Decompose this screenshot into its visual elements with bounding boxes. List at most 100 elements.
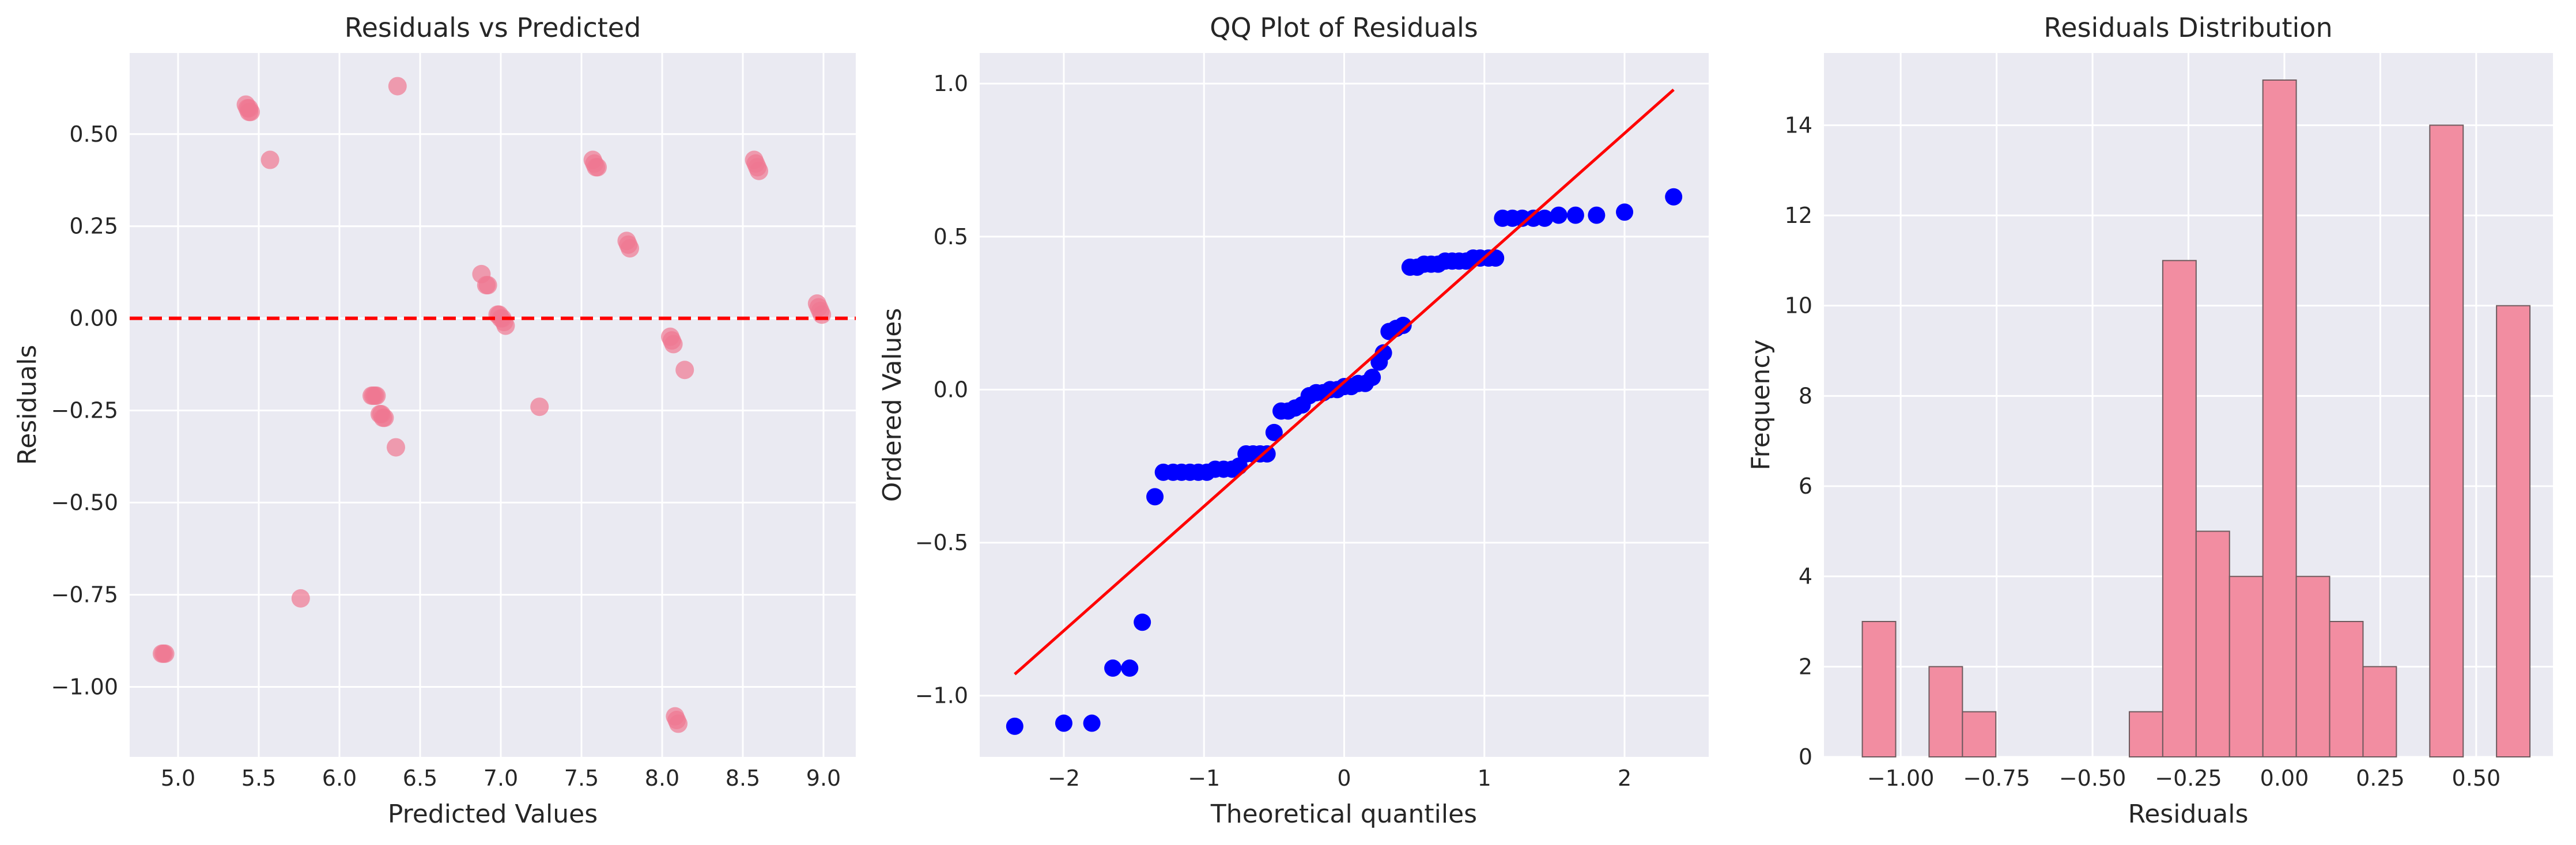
- scatter-point: [388, 77, 407, 96]
- qq-point: [1265, 423, 1283, 441]
- x-tick-label: −1.00: [1867, 766, 1934, 791]
- x-tick-label: 8.0: [645, 766, 679, 791]
- x-tick-label: 6.5: [403, 766, 437, 791]
- x-tick-label: 5.5: [241, 766, 276, 791]
- scatter-point: [260, 150, 279, 169]
- qq-point: [1394, 316, 1412, 334]
- x-axis-label: Theoretical quantiles: [1210, 799, 1477, 829]
- y-tick-label: −0.75: [51, 582, 118, 607]
- scatter-point: [750, 161, 768, 180]
- qq-point: [1121, 659, 1139, 677]
- x-tick-label: 0: [1337, 766, 1351, 791]
- x-tick-label: −0.50: [2059, 766, 2126, 791]
- y-tick-label: 0: [1799, 744, 1812, 770]
- y-tick-label: 0.0: [934, 377, 968, 402]
- x-tick-label: −0.75: [1963, 766, 2030, 791]
- scatter-point: [530, 397, 549, 416]
- y-tick-label: 8: [1799, 383, 1812, 408]
- qq-point: [1055, 714, 1072, 732]
- qq-reference-line: [1014, 88, 1675, 676]
- qq-point: [1665, 188, 1683, 206]
- x-tick-label: 9.0: [806, 766, 841, 791]
- chart-title: Residuals Distribution: [2044, 12, 2332, 43]
- histogram-bar: [1861, 621, 1897, 757]
- qq-point: [1616, 203, 1634, 221]
- x-tick-label: 0.25: [2356, 766, 2405, 791]
- x-tick-label: 1: [1478, 766, 1491, 791]
- qq-plot-panel: −2 −1 0 1 2 −1.0 −0.5 0.0 0.5 1.0 QQ Plot of Resi…: [878, 12, 1709, 829]
- y-tick-label: −0.5: [915, 530, 968, 555]
- histogram-bar: [2228, 575, 2264, 758]
- tick-labels: −1.00 −0.75 −0.50 −0.25 0.00 0.25 0.50 0 2 4 6 8 10 1…: [1785, 112, 2501, 791]
- scatter-point: [478, 276, 497, 295]
- scatter-point: [621, 239, 639, 258]
- y-tick-label: −1.0: [915, 683, 968, 708]
- y-tick-label: 4: [1799, 564, 1812, 589]
- scatter-point: [675, 361, 694, 380]
- x-tick-label: 0.00: [2260, 766, 2309, 791]
- histogram-bar: [2329, 621, 2364, 757]
- scatter-point: [664, 335, 683, 354]
- scatter-point: [367, 386, 386, 406]
- x-axis-label: Residuals: [2128, 799, 2249, 829]
- x-tick-label: −0.25: [2155, 766, 2222, 791]
- histogram-bar: [1928, 666, 1963, 758]
- qq-point: [1566, 206, 1584, 224]
- histogram-bar: [2362, 666, 2397, 758]
- x-tick-label: 6.0: [322, 766, 357, 791]
- qq-point: [1083, 714, 1101, 732]
- marks: [130, 77, 856, 733]
- y-tick-label: −0.25: [51, 398, 118, 423]
- y-tick-label: 2: [1799, 654, 1812, 679]
- qq-point: [1104, 659, 1122, 677]
- y-tick-label: 10: [1785, 293, 1812, 319]
- y-tick-label: −1.00: [51, 674, 118, 699]
- marks: [1006, 88, 1683, 735]
- qq-point: [1588, 206, 1606, 224]
- y-tick-label: 12: [1785, 203, 1812, 228]
- qq-point: [1146, 488, 1164, 506]
- qq-point: [1258, 445, 1276, 463]
- x-tick-label: −2: [1048, 766, 1080, 791]
- scatter-point: [375, 408, 394, 427]
- grid: [980, 53, 1709, 757]
- scatter-point: [291, 589, 310, 608]
- qq-point: [1374, 344, 1392, 362]
- y-tick-label: 0.5: [934, 224, 968, 249]
- histogram-bar: [2429, 124, 2464, 757]
- y-tick-label: −0.50: [51, 490, 118, 516]
- y-tick-label: 1.0: [934, 71, 968, 96]
- y-axis-label: Ordered Values: [878, 308, 907, 502]
- histogram-bar: [2128, 711, 2163, 757]
- y-tick-label: 0.50: [69, 122, 118, 147]
- scatter-point: [669, 714, 688, 733]
- tick-labels: 5.0 5.5 6.0 6.5 7.0 7.5 8.0 8.5 9.0 −1.00 −0.75 −0.…: [51, 122, 841, 791]
- y-tick-label: 14: [1785, 112, 1812, 138]
- x-tick-label: 0.50: [2452, 766, 2501, 791]
- histogram-bar: [2162, 260, 2197, 758]
- chart-title: Residuals vs Predicted: [345, 12, 641, 43]
- x-tick-label: 7.5: [564, 766, 599, 791]
- histogram-bar: [2262, 79, 2297, 757]
- tick-labels: −2 −1 0 1 2 −1.0 −0.5 0.0 0.5 1.0: [915, 71, 1631, 791]
- residuals-distribution-panel: −1.00 −0.75 −0.50 −0.25 0.00 0.25 0.50 0 2 4 6 8 10 1…: [1746, 12, 2553, 829]
- qq-point: [1134, 613, 1151, 631]
- x-tick-label: 7.0: [484, 766, 518, 791]
- scatter-point: [240, 98, 259, 118]
- y-axis-label: Residuals: [13, 345, 42, 465]
- y-tick-label: 6: [1799, 473, 1812, 499]
- y-tick-label: 0.00: [69, 306, 118, 331]
- histogram-bar: [1962, 711, 1997, 757]
- residuals-vs-predicted-panel: 5.0 5.5 6.0 6.5 7.0 7.5 8.0 8.5 9.0 −1.00 −0.75 −0.…: [13, 12, 856, 829]
- x-tick-label: 2: [1618, 766, 1631, 791]
- scatter-point: [496, 316, 515, 335]
- x-axis-label: Predicted Values: [388, 799, 598, 829]
- y-tick-label: 0.25: [69, 214, 118, 239]
- histogram-bar: [2496, 305, 2531, 757]
- x-tick-label: 8.5: [726, 766, 760, 791]
- scatter-point: [588, 158, 607, 177]
- histogram-bar: [2195, 531, 2230, 757]
- scatter-point: [156, 644, 175, 663]
- qq-point: [1487, 249, 1505, 267]
